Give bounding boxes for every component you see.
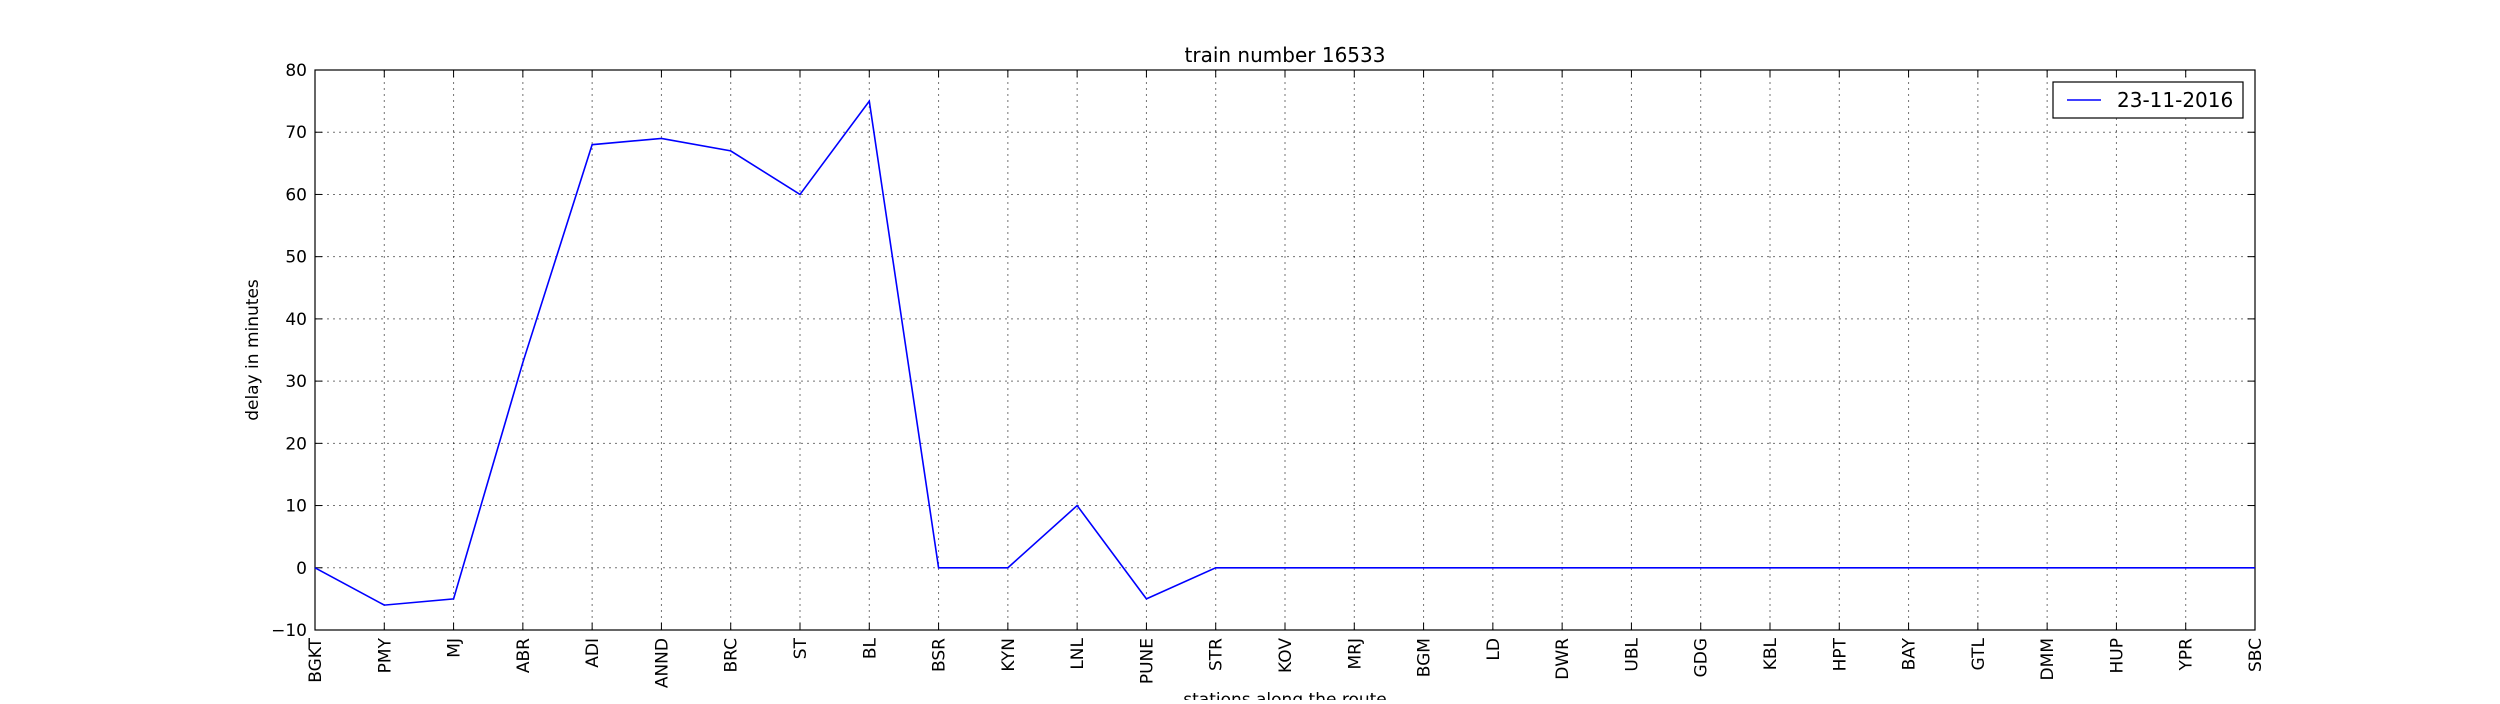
chart-title: train number 16533 <box>1185 43 1386 67</box>
x-tick-label: LNL <box>1068 637 1088 669</box>
y-tick-label: 60 <box>285 185 307 205</box>
x-axis-label: stations along the route <box>1183 690 1387 700</box>
y-tick-label: 30 <box>285 372 307 392</box>
y-tick-label: 50 <box>285 248 307 268</box>
x-tick-label: BRC <box>722 638 742 673</box>
x-tick-label: HUP <box>2107 638 2127 673</box>
x-tick-label: SBC <box>2246 638 2266 672</box>
x-tick-label: BGM <box>1415 638 1435 677</box>
x-tick-label: ADI <box>583 638 603 668</box>
series-layer <box>314 99 2255 606</box>
x-tick-label: GDG <box>1692 638 1712 677</box>
x-tick-label: ABR <box>514 638 534 673</box>
x-tick-label: KYN <box>999 638 1019 672</box>
x-tick-label: BSR <box>930 638 950 672</box>
x-tick-label: LD <box>1484 638 1504 661</box>
x-tick-label: KOV <box>1276 638 1296 673</box>
y-tick-label: 80 <box>285 61 307 81</box>
y-tick-label: −10 <box>271 621 307 641</box>
y-tick-label: 20 <box>285 434 307 454</box>
x-tick-label: PMY <box>375 637 395 673</box>
x-tick-label: GTL <box>1969 637 1989 670</box>
x-tick-label: ST <box>791 637 811 659</box>
x-axis: BGKT PMY MJ ABR ADI ANND BRC ST BL BSR KYN LNL PUNE S… <box>306 70 2266 688</box>
x-tick-label: BL <box>860 637 880 659</box>
y-axis: −10 0 10 20 30 40 50 60 70 80 <box>271 61 2255 641</box>
x-tick-label: HPT <box>1830 637 1850 671</box>
y-tick-label: 70 <box>285 123 307 143</box>
x-tick-label: STR <box>1207 638 1227 671</box>
x-tick-label: KBL <box>1761 637 1781 670</box>
x-tick-label: YPR <box>2177 638 2197 672</box>
y-tick-label: 40 <box>285 310 307 330</box>
y-axis-label: delay in minutes <box>243 279 263 421</box>
x-tick-label: DWR <box>1553 638 1573 680</box>
y-tick-label: 0 <box>296 559 307 579</box>
x-tick-label: MJ <box>445 638 465 658</box>
x-tick-label: UBL <box>1622 637 1642 671</box>
legend-entry: 23-11-2016 <box>2117 88 2233 112</box>
x-tick-label: PUNE <box>1137 638 1157 684</box>
y-tick-label: 10 <box>285 497 307 517</box>
x-tick-label: BAY <box>1900 637 1920 670</box>
series-line <box>314 99 2255 606</box>
legend: 23-11-2016 <box>2052 81 2244 119</box>
x-tick-label: DMM <box>2038 638 2058 680</box>
x-tick-label: BGKT <box>306 637 326 682</box>
x-tick-label: ANND <box>652 638 672 688</box>
grid-lines <box>315 70 2255 630</box>
x-tick-label: MRJ <box>1345 638 1365 670</box>
